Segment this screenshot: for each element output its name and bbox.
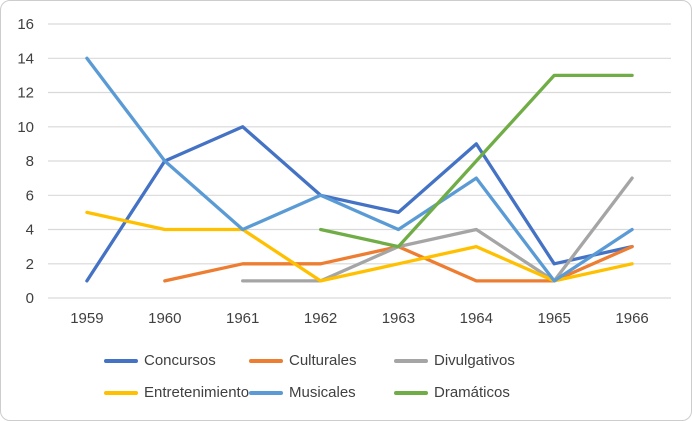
y-axis-tick-label: 16: [17, 16, 34, 33]
legend-label: Dramáticos: [434, 384, 510, 401]
y-axis-tick-label: 6: [26, 187, 34, 204]
legend-label: Musicales: [289, 384, 356, 401]
legend-swatch-entretenimiento: [104, 391, 138, 395]
series-line-dramáticos: [318, 73, 634, 249]
series-line-concursos: [85, 125, 634, 283]
x-axis-tick-label: 1961: [226, 310, 259, 327]
y-axis-tick-label: 0: [26, 290, 34, 307]
legend-item-culturales: Culturales: [249, 353, 357, 369]
x-axis-tick-label: 1962: [304, 310, 337, 327]
series-line-entretenimiento: [85, 210, 634, 283]
legend-item-concursos: Concursos: [104, 353, 216, 369]
legend-item-divulgativos: Divulgativos: [394, 353, 515, 369]
x-axis-tick-label: 1964: [460, 310, 493, 327]
legend-swatch-divulgativos: [394, 359, 428, 363]
legend-item-musicales: Musicales: [249, 385, 356, 401]
x-axis-tick-label: 1963: [382, 310, 415, 327]
legend-swatch-culturales: [249, 359, 283, 363]
x-axis-tick-label: 1965: [538, 310, 571, 327]
legend-label: Entretenimiento: [144, 384, 250, 401]
series-line-musicales: [85, 56, 634, 283]
y-axis-tick-label: 2: [26, 256, 34, 273]
x-axis-tick-label: 1960: [148, 310, 181, 327]
legend-item-dramáticos: Dramáticos: [394, 385, 510, 401]
x-axis-tick-label: 1959: [70, 310, 103, 327]
y-axis-tick-label: 8: [26, 153, 34, 170]
legend-swatch-dramáticos: [394, 391, 428, 395]
legend-swatch-musicales: [249, 391, 283, 395]
series-line-divulgativos: [241, 176, 634, 283]
y-axis-tick-label: 4: [26, 222, 34, 239]
y-axis-tick-label: 14: [17, 50, 34, 67]
y-axis-tick-label: 10: [17, 119, 34, 136]
x-axis-tick-label: 1966: [615, 310, 648, 327]
y-axis-tick-label: 12: [17, 85, 34, 102]
legend-swatch-concursos: [104, 359, 138, 363]
legend-label: Concursos: [144, 352, 216, 369]
legend-item-entretenimiento: Entretenimiento: [104, 385, 249, 401]
legend-label: Culturales: [289, 352, 357, 369]
legend-label: Divulgativos: [434, 352, 515, 369]
